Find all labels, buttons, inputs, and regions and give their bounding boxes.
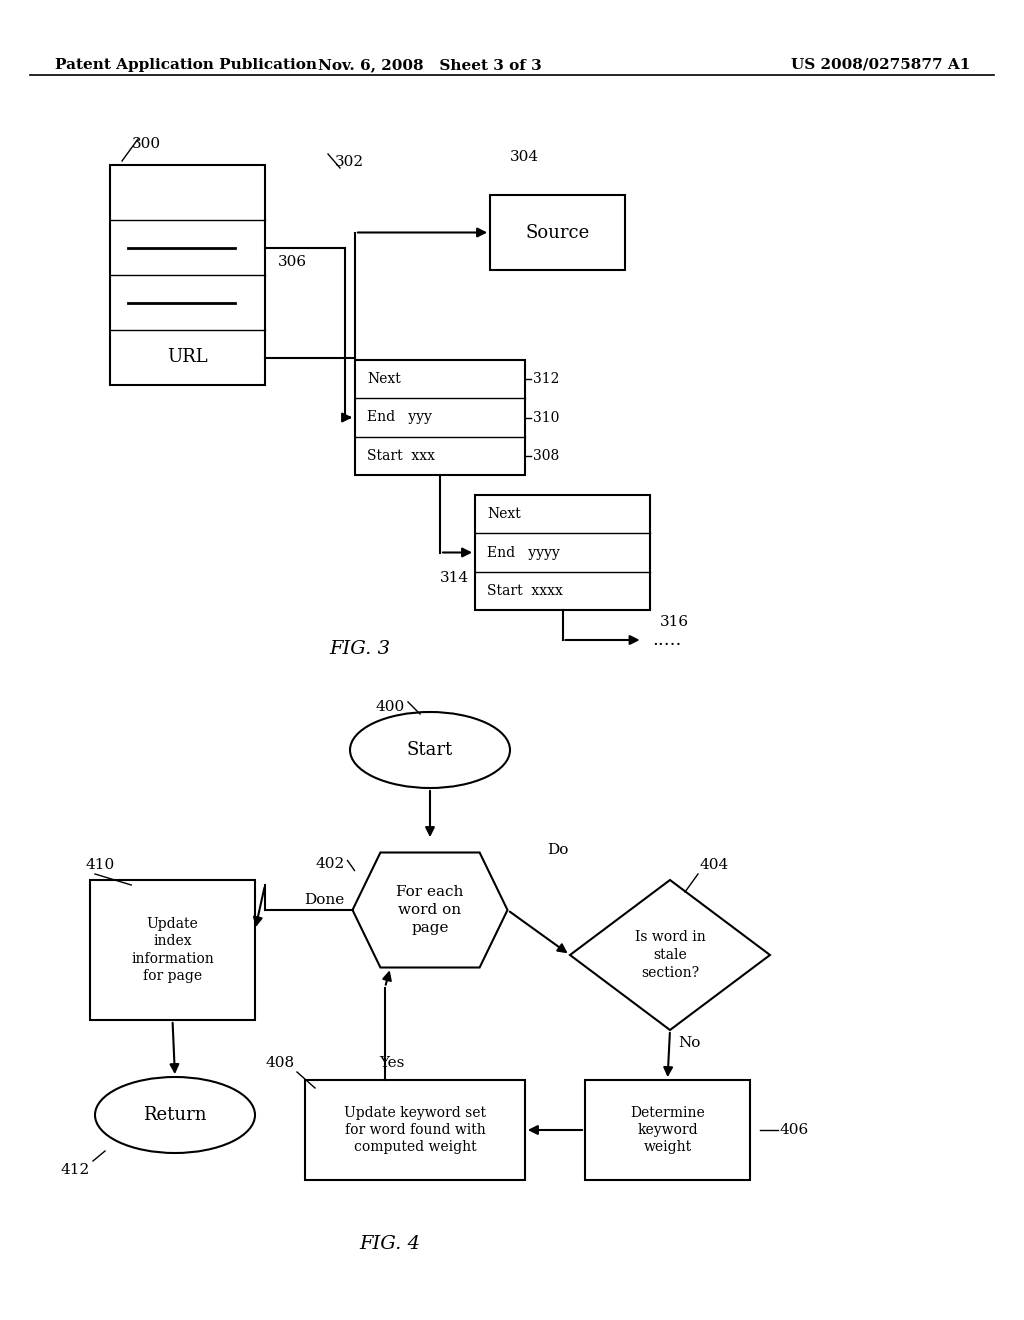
Text: Return: Return — [143, 1106, 207, 1125]
Bar — [305, 1080, 525, 1180]
Text: 310: 310 — [534, 411, 559, 425]
Text: 304: 304 — [510, 150, 539, 164]
Bar — [355, 360, 525, 475]
Text: Is word in
stale
section?: Is word in stale section? — [635, 929, 706, 981]
Text: Determine
keyword
weight: Determine keyword weight — [630, 1106, 705, 1154]
Text: 404: 404 — [700, 858, 729, 873]
Text: Update keyword set
for word found with
computed weight: Update keyword set for word found with c… — [344, 1106, 486, 1154]
Text: 312: 312 — [534, 372, 559, 387]
Text: End   yyy: End yyy — [367, 411, 432, 425]
Ellipse shape — [95, 1077, 255, 1152]
Text: For each
word on
page: For each word on page — [396, 884, 464, 936]
Text: US 2008/0275877 A1: US 2008/0275877 A1 — [791, 58, 970, 73]
Text: Done: Done — [304, 894, 344, 907]
Text: FIG. 3: FIG. 3 — [330, 640, 390, 657]
Text: Next: Next — [487, 507, 521, 521]
Text: 406: 406 — [780, 1123, 809, 1137]
Text: No: No — [678, 1036, 700, 1049]
Text: Start: Start — [407, 741, 454, 759]
Text: 412: 412 — [60, 1163, 90, 1177]
Text: 314: 314 — [440, 570, 469, 585]
Bar — [490, 195, 625, 271]
Text: Source: Source — [525, 223, 590, 242]
Text: 306: 306 — [278, 256, 307, 269]
Text: Start  xxxx: Start xxxx — [487, 583, 563, 598]
Text: URL: URL — [167, 348, 208, 367]
Text: 308: 308 — [534, 449, 559, 463]
Text: End   yyyy: End yyyy — [487, 545, 560, 560]
Text: Do: Do — [548, 842, 569, 857]
Text: 408: 408 — [266, 1056, 295, 1071]
Text: Update
index
information
for page: Update index information for page — [131, 917, 214, 983]
Text: Yes: Yes — [380, 1056, 406, 1071]
Text: 410: 410 — [85, 858, 115, 873]
Text: 402: 402 — [315, 858, 344, 871]
Text: Next: Next — [367, 372, 400, 387]
Polygon shape — [570, 880, 770, 1030]
Text: Start  xxx: Start xxx — [367, 449, 435, 463]
Text: Patent Application Publication: Patent Application Publication — [55, 58, 317, 73]
Text: 302: 302 — [335, 154, 365, 169]
Text: 400: 400 — [376, 700, 406, 714]
Bar — [90, 880, 255, 1020]
Bar — [585, 1080, 750, 1180]
Text: Nov. 6, 2008   Sheet 3 of 3: Nov. 6, 2008 Sheet 3 of 3 — [318, 58, 542, 73]
Bar — [475, 495, 650, 610]
Text: .....: ..... — [652, 631, 682, 649]
Text: FIG. 4: FIG. 4 — [359, 1236, 421, 1253]
Ellipse shape — [350, 711, 510, 788]
Polygon shape — [352, 853, 508, 968]
Bar — [110, 165, 265, 385]
Text: 300: 300 — [132, 137, 161, 150]
Text: 316: 316 — [660, 615, 689, 630]
